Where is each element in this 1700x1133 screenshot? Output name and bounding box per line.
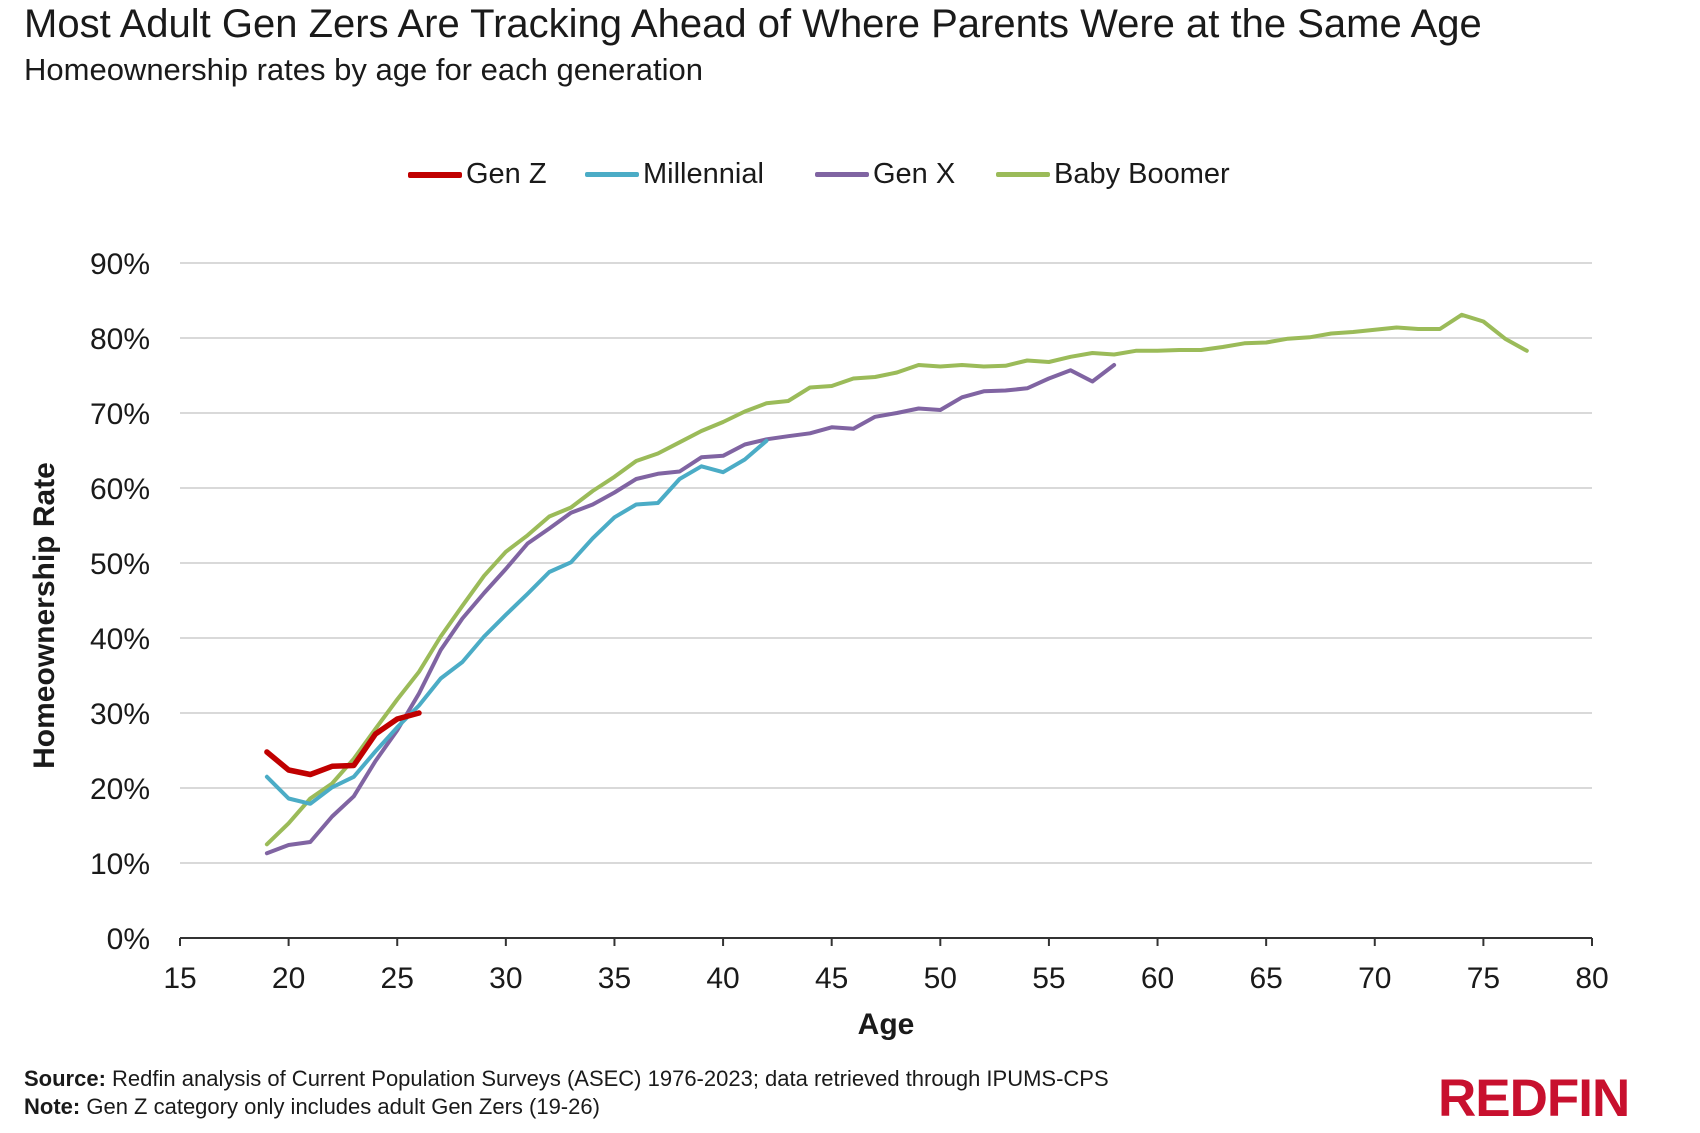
legend-item: Millennial <box>585 158 764 191</box>
x-tick-label: 35 <box>598 962 631 995</box>
x-axis-title: Age <box>858 1008 915 1041</box>
chart-subtitle: Homeownership rates by age for each gene… <box>24 52 703 87</box>
x-tick-label: 60 <box>1141 962 1174 995</box>
y-tick-label: 0% <box>107 923 150 956</box>
y-tick-label: 30% <box>90 698 150 731</box>
redfin-logo: REDFIN <box>1438 1069 1630 1128</box>
chart-title: Most Adult Gen Zers Are Tracking Ahead o… <box>24 2 1482 46</box>
y-tick-label: 60% <box>90 473 150 506</box>
y-tick-label: 40% <box>90 623 150 656</box>
legend-label: Gen Z <box>466 158 547 190</box>
y-tick-label: 50% <box>90 548 150 581</box>
footnote: Note: Gen Z category only includes adult… <box>24 1094 600 1120</box>
series-line-millennial <box>264 438 769 806</box>
note-label: Note: <box>24 1094 81 1119</box>
y-tick-label: 90% <box>90 248 150 281</box>
x-tick-label: 75 <box>1467 962 1500 995</box>
legend-label: Gen X <box>873 158 956 190</box>
x-tick-label: 20 <box>272 962 305 995</box>
x-tick-label: 50 <box>924 962 957 995</box>
x-tick-label: 30 <box>489 962 522 995</box>
x-tick-label: 40 <box>706 962 739 995</box>
source-text: Redfin analysis of Current Population Su… <box>112 1066 1109 1091</box>
y-tick-label: 10% <box>90 848 150 881</box>
x-tick-label: 45 <box>815 962 848 995</box>
legend: Gen Z Millennial Gen X Baby Boomer <box>0 150 1700 200</box>
legend-swatch <box>408 171 462 178</box>
y-tick-label: 20% <box>90 773 150 806</box>
legend-swatch <box>815 172 869 177</box>
note-text: Gen Z category only includes adult Gen Z… <box>86 1094 600 1119</box>
legend-label: Millennial <box>643 158 764 190</box>
legend-item: Baby Boomer <box>996 158 1230 191</box>
legend-item: Gen X <box>815 158 955 191</box>
x-tick-label: 80 <box>1575 962 1608 995</box>
x-tick-label: 55 <box>1032 962 1065 995</box>
y-tick-label: 80% <box>90 323 150 356</box>
x-tick-label: 70 <box>1358 962 1391 995</box>
x-tick-label: 25 <box>381 962 414 995</box>
series-line-gen-z <box>264 710 422 778</box>
legend-item: Gen Z <box>408 158 547 191</box>
y-tick-label: 70% <box>90 398 150 431</box>
source-label: Source: <box>24 1066 106 1091</box>
series-line-baby-boomer <box>264 312 1529 847</box>
x-tick-label: 15 <box>163 962 196 995</box>
legend-label: Baby Boomer <box>1054 158 1230 190</box>
legend-swatch <box>996 172 1050 177</box>
legend-swatch <box>585 172 639 177</box>
source-note: Source: Redfin analysis of Current Popul… <box>24 1066 1109 1092</box>
y-axis-title: Homeownership Rate <box>28 462 61 769</box>
series-line-gen-x <box>264 363 1117 856</box>
x-tick-label: 65 <box>1249 962 1282 995</box>
